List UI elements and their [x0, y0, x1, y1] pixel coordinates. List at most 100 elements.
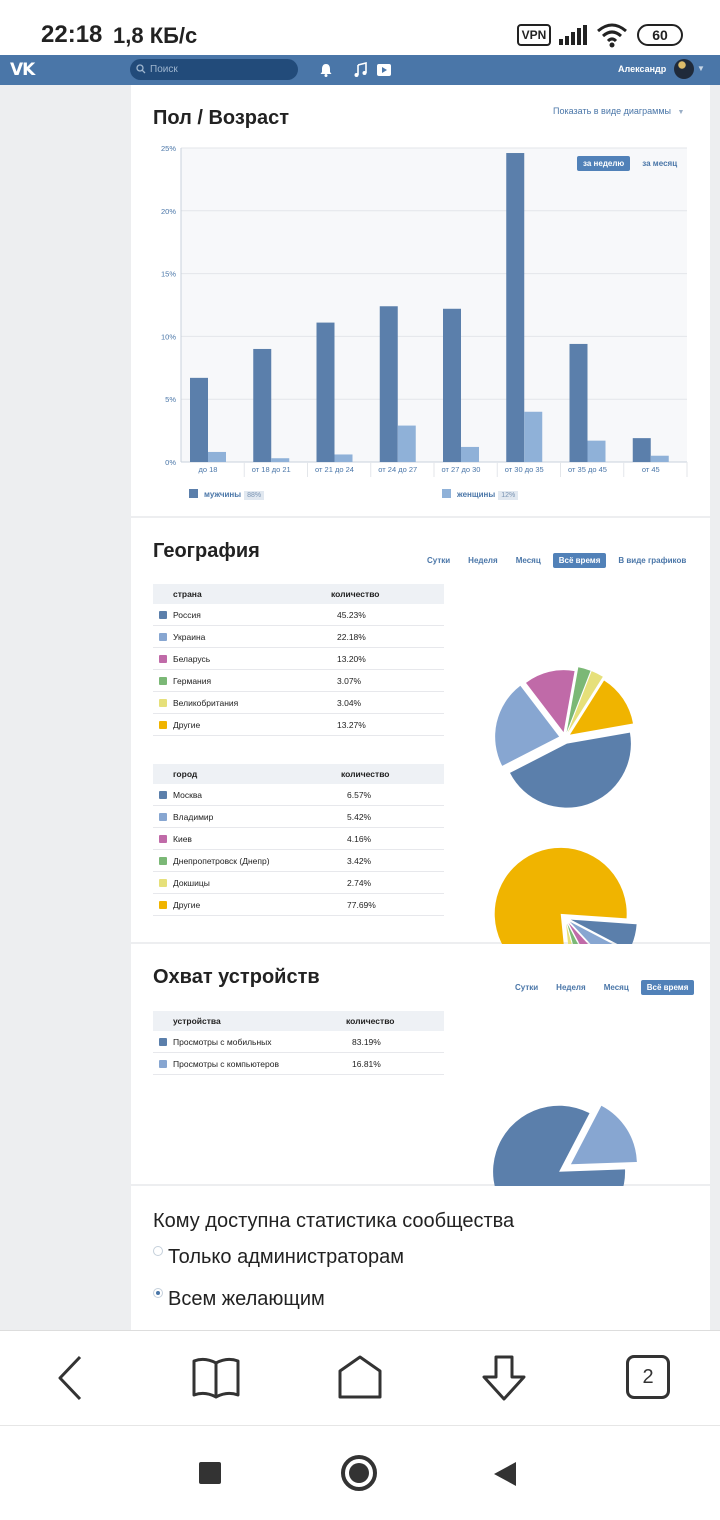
country-name: Украина [173, 632, 206, 642]
country-pie-slice[interactable] [526, 670, 575, 733]
bar-female[interactable] [334, 454, 353, 462]
country-color-swatch [159, 611, 167, 619]
city-value: 4.16% [347, 834, 372, 844]
legend-female-pct: 12% [498, 491, 519, 500]
tabs-button[interactable]: 2 [620, 1353, 676, 1403]
chevron-down-icon[interactable]: ▼ [697, 64, 705, 73]
x-tick-label: от 45 [642, 465, 660, 474]
bookmarks-icon[interactable] [188, 1353, 244, 1403]
country-pie-slice[interactable] [495, 685, 560, 766]
city-name: Днепропетровск (Днепр) [173, 856, 270, 866]
bar-female[interactable] [397, 425, 416, 462]
device-pie-slice[interactable] [570, 1105, 637, 1165]
devices-tab-0[interactable]: Сутки [515, 983, 539, 992]
city-name: Владимир [173, 812, 214, 822]
bar-female[interactable] [587, 440, 606, 462]
legend-male-label: мужчины [204, 490, 242, 499]
devices-tab-2[interactable]: Месяц [603, 983, 629, 992]
geography-tab-0[interactable]: Сутки [427, 556, 451, 565]
country-color-swatch [159, 655, 167, 663]
city-value: 6.57% [347, 790, 372, 800]
y-tick-label: 15% [161, 270, 176, 279]
country-pie-slice[interactable] [509, 732, 631, 808]
show-as-diagram-label: Показать в виде диаграммы [553, 106, 672, 116]
bar-female[interactable] [271, 458, 290, 462]
bar-female[interactable] [208, 451, 226, 462]
bar-male[interactable] [253, 348, 272, 462]
country-pie-slice[interactable] [566, 667, 591, 733]
vk-logo[interactable]: VK [10, 60, 35, 80]
devices-title: Охват устройств [153, 966, 320, 988]
period-tab-1[interactable]: за месяц [642, 159, 678, 168]
show-as-diagram-link[interactable]: Показать в виде диаграммы ▼ [553, 106, 684, 116]
video-icon[interactable] [376, 62, 392, 78]
bar-female[interactable] [524, 411, 543, 462]
city-name: Другие [173, 900, 201, 910]
geography-title: География [153, 540, 260, 562]
y-tick-label: 20% [161, 207, 176, 216]
x-tick-label: от 30 до 35 [505, 465, 544, 474]
bar-male[interactable] [316, 322, 335, 462]
legend-male-swatch [189, 489, 198, 498]
bell-icon[interactable] [318, 62, 334, 78]
city-color-swatch [159, 835, 167, 843]
device-name: Просмотры с компьютеров [173, 1059, 280, 1069]
vk-header: VK Поиск Александр ▼ [0, 55, 720, 85]
country-col-header: страна [173, 589, 202, 599]
radio-admins-only-label: Только администраторам [168, 1246, 405, 1268]
gender-age-chart: 0% 5% 10% 15% 20% 25% до 18 от 18 до 21 от 21 до… [161, 144, 688, 477]
home-circle-icon[interactable] [341, 1455, 377, 1491]
gender-age-title: Пол / Возраст [153, 107, 290, 129]
device-row: Просмотры с компьютеров 16.81% [153, 1053, 444, 1075]
country-value: 45.23% [337, 610, 366, 620]
period-tab-0[interactable]: за неделю [577, 156, 631, 171]
country-value: 22.18% [337, 632, 366, 642]
music-icon[interactable] [352, 62, 368, 78]
bar-female[interactable] [461, 446, 479, 462]
radio-everyone-circle[interactable] [153, 1288, 163, 1298]
search-input[interactable]: Поиск [130, 59, 298, 80]
geography-tab-1[interactable]: Неделя [468, 556, 498, 565]
bar-male[interactable] [632, 438, 651, 462]
country-pie-slice[interactable] [569, 680, 633, 735]
device-row: Просмотры с мобильных 83.19% [153, 1031, 444, 1053]
city-pie-slice[interactable] [570, 919, 637, 951]
city-row: Владимир 5.42% [153, 806, 444, 828]
geography-tab-4[interactable]: В виде графиков [618, 556, 687, 565]
country-table-header: страна количество [153, 584, 444, 604]
devices-card: Охват устройств Сутки Неделя Месяц Всё врем… [131, 944, 710, 1238]
download-icon[interactable] [476, 1353, 532, 1403]
geography-tab-3[interactable]: Всё время [552, 553, 607, 568]
home-icon[interactable] [332, 1353, 388, 1403]
radio-admins-only-circle[interactable] [153, 1246, 163, 1256]
devices-tab-1[interactable]: Неделя [556, 983, 586, 992]
bar-female[interactable] [650, 455, 669, 462]
period-tabs: за неделю за месяц [571, 156, 683, 171]
gender-age-card: Пол / Возраст Показать в виде диаграммы … [131, 85, 710, 516]
bar-male[interactable] [569, 343, 588, 462]
devices-tab-3[interactable]: Всё время [640, 980, 695, 995]
page-content: Пол / Возраст Показать в виде диаграммы … [0, 85, 720, 1330]
user-name[interactable]: Александр [618, 64, 667, 74]
bar-male[interactable] [379, 306, 398, 462]
system-back-icon[interactable] [492, 1460, 518, 1488]
bar-male[interactable] [506, 153, 525, 463]
geography-tab-2[interactable]: Месяц [515, 556, 541, 565]
y-tick-label: 5% [165, 395, 176, 404]
city-row: Киев 4.16% [153, 828, 444, 850]
back-icon[interactable] [44, 1353, 100, 1403]
country-row: Другие 13.27% [153, 714, 444, 736]
recents-icon[interactable] [199, 1462, 221, 1484]
geography-card: География Сутки Неделя Месяц Всё время В вид… [131, 518, 710, 990]
country-row: Германия 3.07% [153, 670, 444, 692]
x-tick-label: от 35 до 45 [568, 465, 607, 474]
city-count-header: количество [341, 769, 390, 779]
country-row: Великобритания 3.04% [153, 692, 444, 714]
bar-male[interactable] [190, 377, 208, 462]
status-bar: 22:18 1,8 КБ/с VPN 60 [0, 0, 720, 55]
bar-male[interactable] [443, 308, 461, 462]
device-name: Просмотры с мобильных [173, 1037, 272, 1047]
city-row: Докшицы 2.74% [153, 872, 444, 894]
avatar[interactable] [674, 59, 694, 79]
country-pie-slice[interactable] [567, 671, 603, 733]
